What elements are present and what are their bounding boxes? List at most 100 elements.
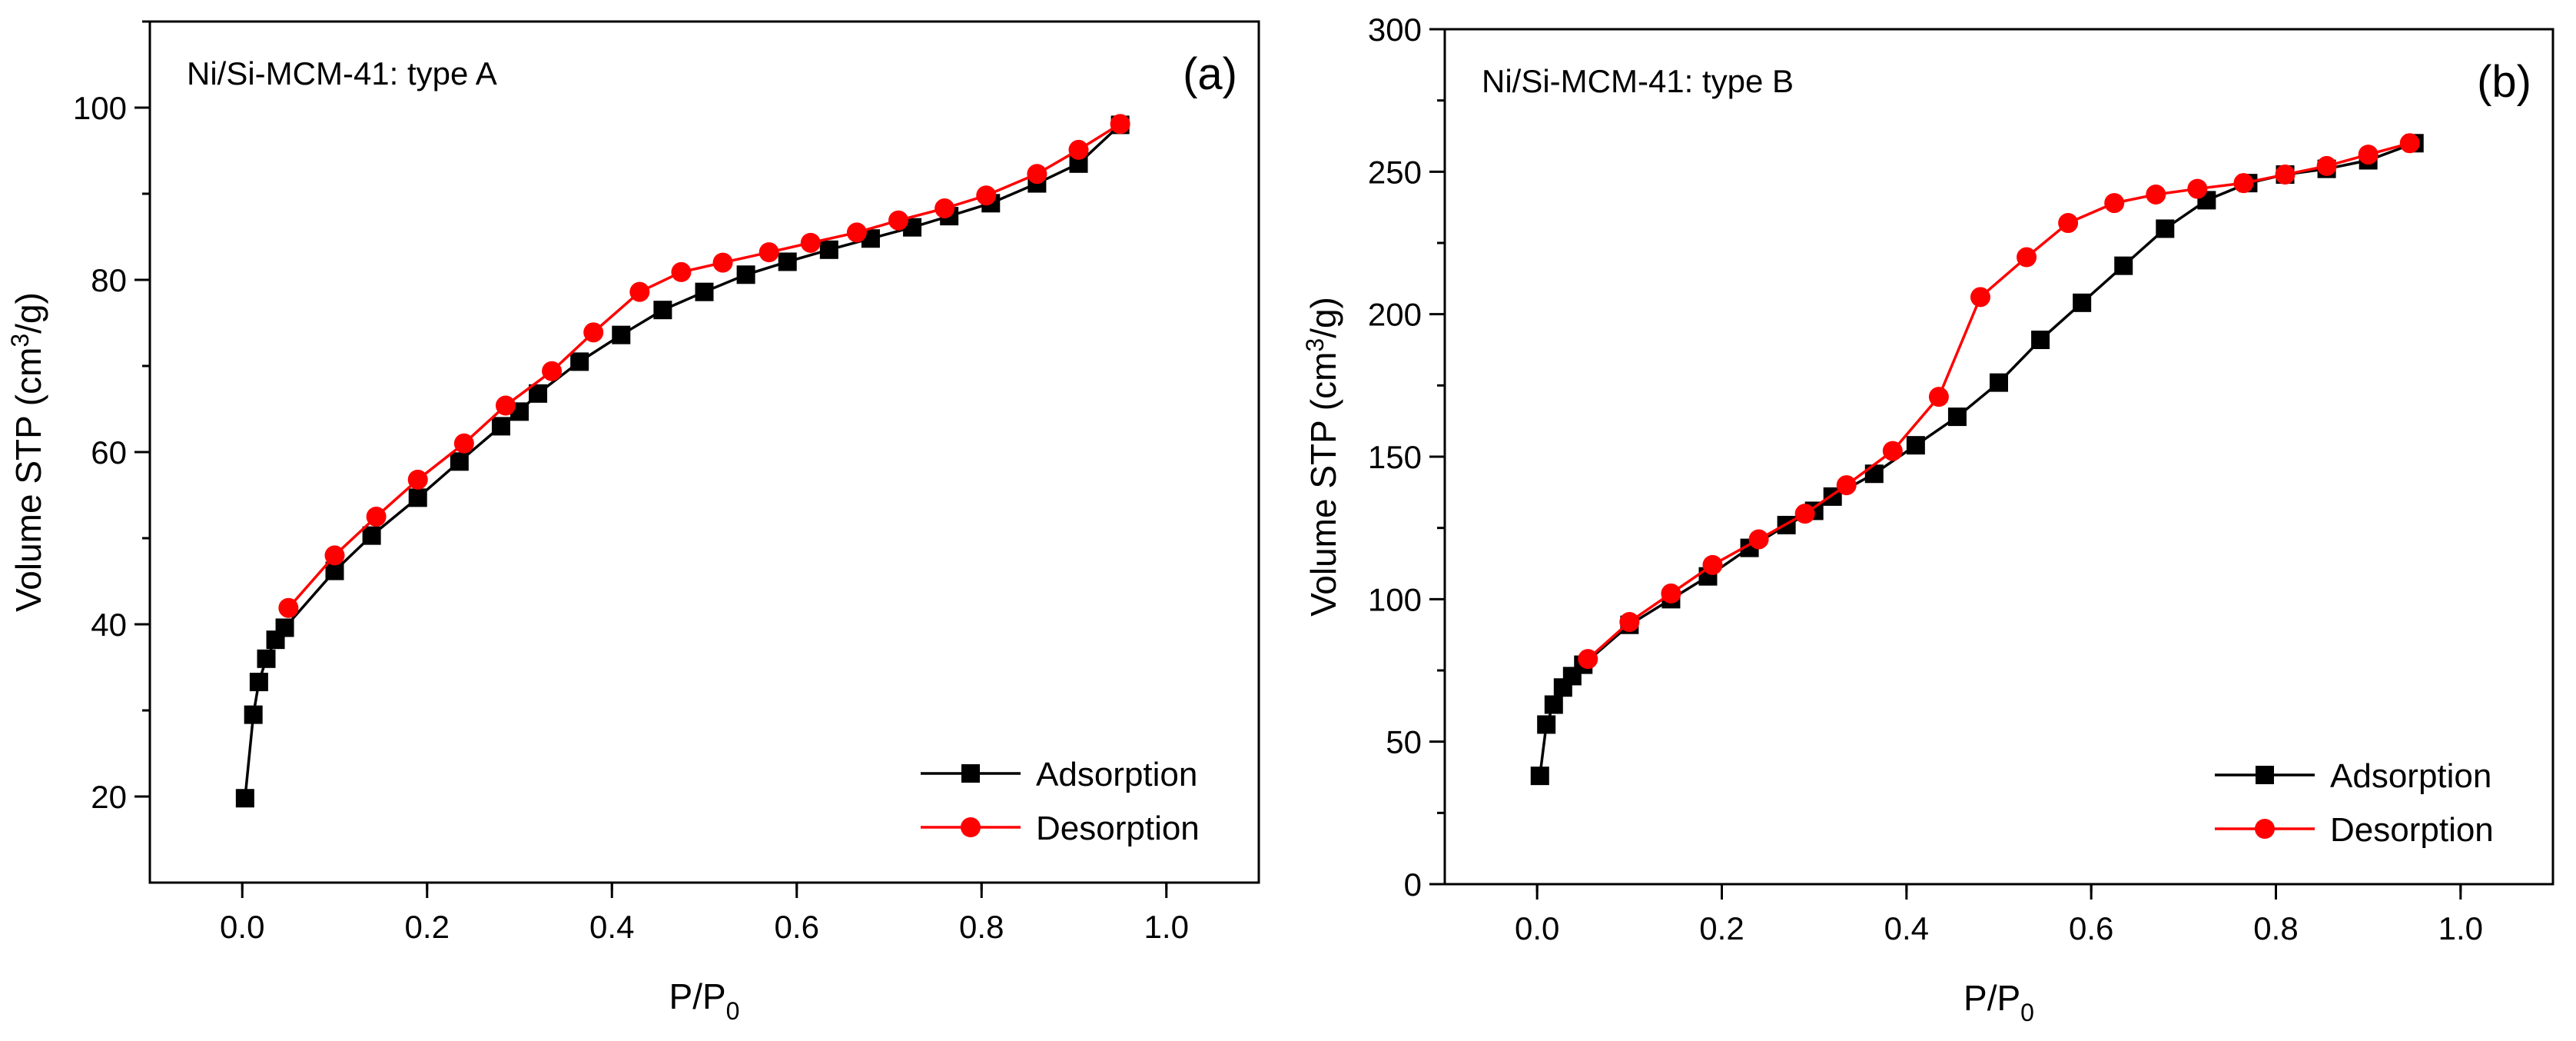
data-point <box>2156 219 2175 238</box>
data-point <box>2073 293 2092 312</box>
y-axis-label-tail: /g) <box>1303 297 1343 338</box>
panel-label: (b) <box>2477 57 2531 107</box>
legend-marker <box>961 764 980 783</box>
data-point <box>1990 373 2008 392</box>
data-point <box>2187 178 2208 199</box>
data-point <box>695 282 714 301</box>
series-desorption <box>1578 133 2420 670</box>
legend-marker <box>2255 819 2275 839</box>
data-point <box>1578 649 1598 670</box>
panel-label: (a) <box>1183 49 1237 99</box>
legend-marker <box>2256 766 2274 784</box>
data-point <box>450 452 469 471</box>
y-axis-label-main: Volume STP (cm <box>1303 352 1343 617</box>
data-point <box>1947 407 1967 427</box>
y-axis-label-sup: 3 <box>6 334 34 348</box>
data-point <box>819 240 838 259</box>
x-tick-label: 0.4 <box>589 909 634 945</box>
data-point <box>1027 164 1047 185</box>
y-axis-label: Volume STP (cm3/g) <box>1301 297 1343 617</box>
legend-label: Adsorption <box>2330 757 2491 795</box>
chart-title: Ni/Si-MCM-41: type B <box>1482 63 1794 99</box>
y-tick-label: 50 <box>1386 724 1422 760</box>
data-point <box>1110 114 1130 135</box>
x-axis-label-main: P/P <box>1964 978 2020 1018</box>
data-point <box>2399 133 2420 154</box>
data-point <box>2017 247 2037 268</box>
data-point <box>888 210 909 231</box>
x-tick-label: 0.4 <box>1884 910 1929 946</box>
data-point <box>1619 611 1640 632</box>
data-point <box>2233 173 2254 194</box>
x-tick-label: 0.2 <box>1699 910 1744 946</box>
data-point <box>275 618 294 637</box>
y-tick-label: 200 <box>1368 297 1422 333</box>
data-point <box>2146 184 2166 205</box>
data-point <box>2114 256 2133 275</box>
data-point <box>1748 529 1769 550</box>
data-point <box>362 526 381 545</box>
x-tick-label: 0.6 <box>775 909 819 945</box>
data-point <box>1530 767 1549 786</box>
data-point <box>976 185 997 206</box>
data-point <box>529 384 548 403</box>
data-point <box>366 507 387 527</box>
data-point <box>629 281 650 302</box>
data-point <box>570 352 589 371</box>
data-point <box>612 325 631 344</box>
data-point <box>408 488 427 507</box>
x-axis: 0.0 0.2 0.4 0.6 0.8 1.0 <box>1515 884 2483 946</box>
x-axis-label: P/P0 <box>1964 978 2034 1026</box>
data-point <box>712 252 733 273</box>
x-tick-label: 0.2 <box>405 909 450 945</box>
data-point <box>542 361 563 381</box>
data-point <box>671 261 692 282</box>
data-point <box>495 395 516 416</box>
data-point <box>244 705 263 724</box>
data-point <box>1970 287 1990 308</box>
y-axis-label-tail: /g) <box>8 292 48 334</box>
y-tick-label: 40 <box>91 607 127 643</box>
y-tick-label: 100 <box>73 90 127 126</box>
x-tick-label: 0.0 <box>220 909 264 945</box>
legend: Adsorption Desorption <box>921 756 1200 847</box>
data-point <box>1068 139 1089 160</box>
y-tick-label: 0 <box>1404 866 1422 903</box>
data-point <box>778 252 797 271</box>
data-point <box>2316 155 2337 176</box>
x-tick-label: 1.0 <box>2438 910 2483 946</box>
data-point <box>583 322 604 343</box>
y-tick-label: 250 <box>1368 154 1422 190</box>
data-point <box>2031 331 2050 350</box>
data-point <box>1864 464 1884 484</box>
x-tick-label: 0.8 <box>2253 910 2298 946</box>
data-point <box>2104 193 2125 214</box>
data-point <box>800 232 821 253</box>
data-point <box>1906 436 1925 455</box>
y-tick-label: 20 <box>91 779 127 815</box>
y-tick-label: 300 <box>1368 12 1422 48</box>
y-axis: 20 40 60 80 100 <box>73 20 150 815</box>
data-point <box>235 789 254 808</box>
chart-panel-0: 0.0 0.2 0.4 0.6 0.8 1.0 20 40 60 80 100 P/P0 Volume … <box>6 20 1260 1025</box>
data-point <box>1661 583 1681 604</box>
data-point <box>2058 213 2079 234</box>
data-point <box>1882 441 1903 461</box>
data-point <box>1836 475 1857 496</box>
x-axis-label-sub: 0 <box>2020 999 2034 1026</box>
data-point <box>407 469 428 490</box>
y-axis-label-main: Volume STP (cm <box>8 348 48 612</box>
data-point <box>324 545 345 566</box>
x-axis-label: P/P0 <box>669 976 740 1025</box>
x-axis-label-sub: 0 <box>726 997 740 1025</box>
data-point <box>453 433 474 454</box>
legend-label: Desorption <box>2330 811 2494 849</box>
x-tick-label: 0.6 <box>2069 910 2113 946</box>
data-point <box>653 301 672 320</box>
y-axis-label-sup: 3 <box>1301 338 1329 352</box>
data-point <box>846 222 867 243</box>
data-point <box>257 649 276 668</box>
legend-label: Desorption <box>1036 810 1200 847</box>
data-point <box>759 242 779 263</box>
